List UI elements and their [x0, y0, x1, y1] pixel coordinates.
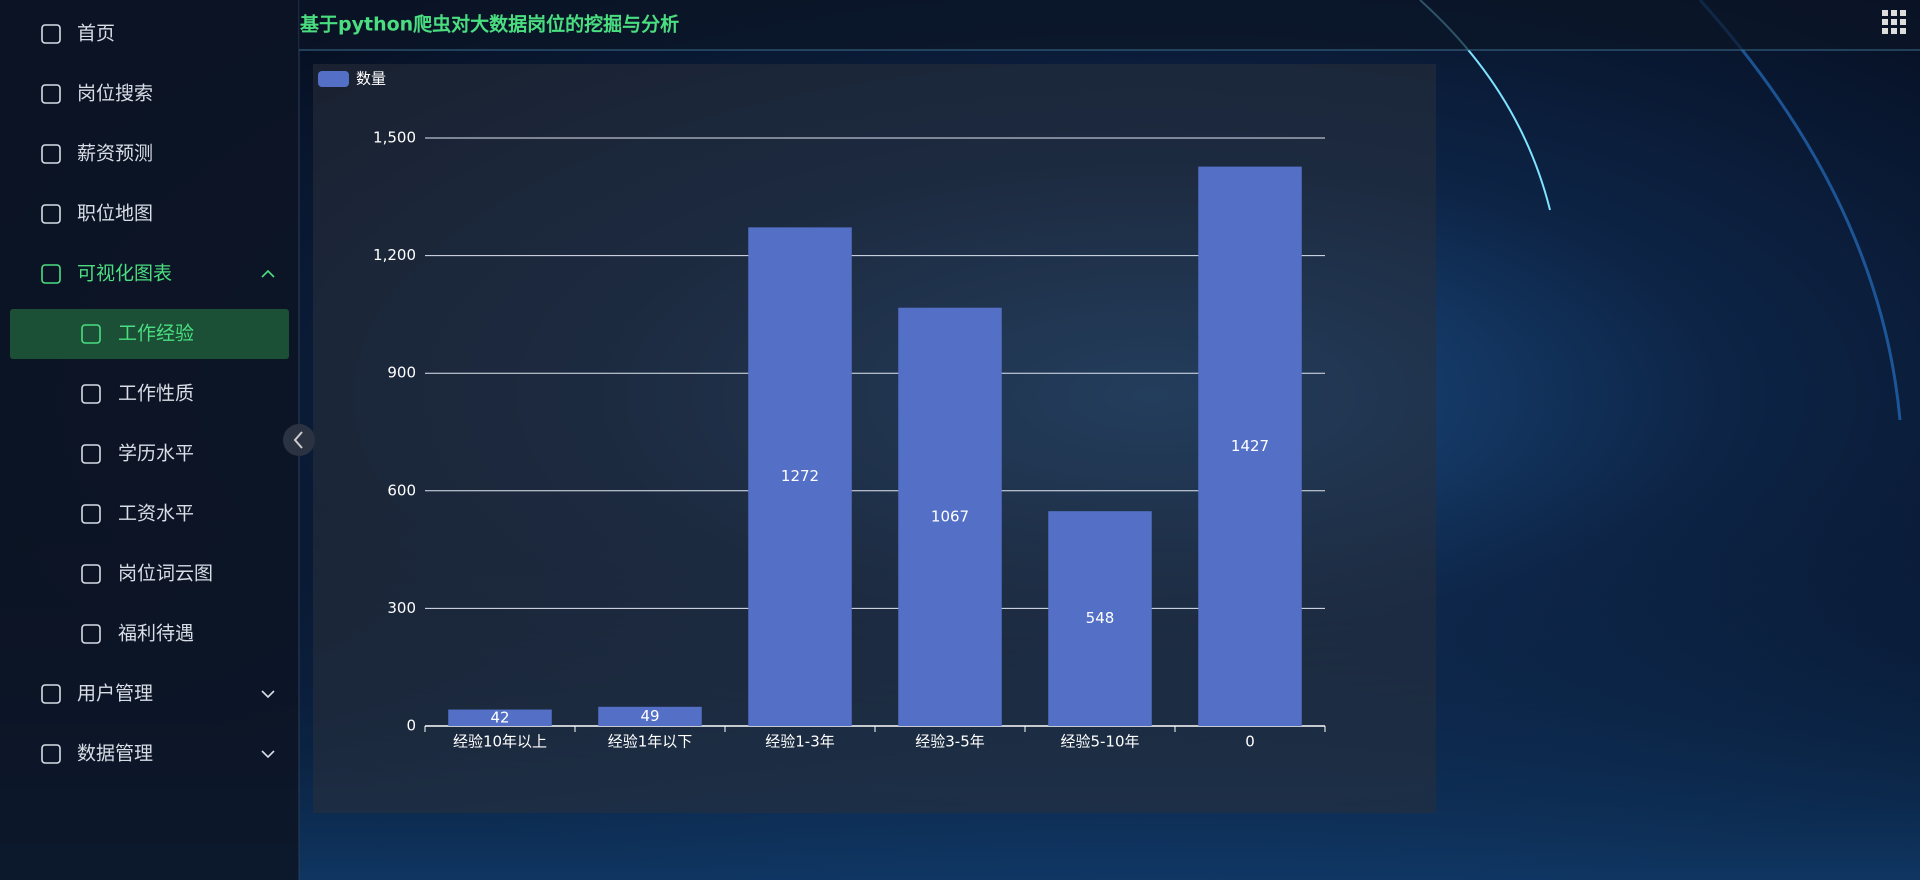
menu-icon: [41, 24, 61, 44]
menu-label: 工资水平: [118, 503, 194, 525]
bar-value-label: 42: [490, 708, 509, 726]
bar-value-label: 1067: [931, 507, 969, 525]
legend-label: 数量: [356, 70, 386, 88]
menu-item[interactable]: 岗位词云图: [81, 563, 213, 585]
menu-label: 可视化图表: [77, 263, 172, 285]
menu-item[interactable]: 数据管理: [41, 743, 275, 765]
menu-label: 工作性质: [118, 383, 194, 405]
y-tick-label: 1,500: [373, 129, 416, 147]
menu-icon: [41, 204, 61, 224]
menu-icon: [81, 504, 101, 524]
menu-icon: [41, 684, 61, 704]
menu-label: 工作经验: [118, 323, 194, 345]
menu-item[interactable]: 工作经验: [10, 309, 289, 359]
y-tick-label: 1,200: [373, 246, 416, 264]
menu-label: 薪资预测: [77, 143, 153, 165]
bar-value-label: 1272: [781, 467, 819, 485]
chevron: [261, 269, 275, 278]
menu-icon: [81, 384, 101, 404]
menu-icon: [41, 264, 61, 284]
menu-icon: [81, 444, 101, 464]
menu-item[interactable]: 工资水平: [81, 503, 194, 525]
y-tick-label: 600: [387, 481, 416, 499]
y-tick-label: 900: [387, 364, 416, 382]
chevron: [261, 690, 275, 699]
page-title: 基于python爬虫对大数据岗位的挖掘与分析: [299, 13, 679, 36]
bar: [448, 709, 552, 726]
menu-item[interactable]: 职位地图: [41, 203, 153, 225]
menu-label: 数据管理: [77, 743, 153, 765]
x-tick-label: 经验1-3年: [765, 733, 835, 751]
menu-label: 职位地图: [77, 203, 153, 225]
menu-label: 首页: [77, 23, 115, 45]
x-tick-label: 经验3-5年: [915, 733, 985, 751]
menu-item-highlight: [10, 309, 289, 359]
menu-label: 学历水平: [118, 443, 194, 465]
bar: [748, 227, 852, 726]
sidebar: [0, 0, 299, 880]
menu-item[interactable]: 用户管理: [41, 683, 275, 705]
menu-icon: [41, 144, 61, 164]
bar: [598, 706, 702, 726]
menu-item[interactable]: 福利待遇: [81, 623, 194, 645]
menu-label: 岗位词云图: [118, 563, 213, 585]
legend-swatch: [318, 71, 349, 87]
menu-icon: [41, 84, 61, 104]
menu-icon: [81, 624, 101, 644]
x-tick-label: 经验5-10年: [1060, 733, 1139, 751]
menu-label: 用户管理: [77, 683, 153, 705]
menu-item[interactable]: 薪资预测: [41, 143, 153, 165]
menu-item[interactable]: 可视化图表: [41, 263, 275, 285]
y-tick-label: 300: [387, 599, 416, 617]
collapse-button[interactable]: [283, 424, 315, 456]
bar: [898, 307, 1002, 726]
x-tick-label: 经验10年以上: [453, 733, 547, 751]
y-tick-label: 0: [406, 717, 416, 735]
bar-value-label: 548: [1086, 609, 1115, 627]
menu-item[interactable]: 首页: [41, 23, 115, 45]
menu-item[interactable]: 工作性质: [81, 383, 194, 405]
bar: [1198, 166, 1302, 727]
x-tick-label: 0: [1245, 733, 1255, 751]
menu-label: 福利待遇: [118, 623, 194, 645]
menu-icon: [81, 324, 101, 344]
menu-item[interactable]: 学历水平: [81, 443, 194, 465]
apps-icon[interactable]: [1882, 10, 1906, 34]
bar: [1048, 511, 1152, 726]
menu-icon: [41, 744, 61, 764]
background-arc: [1698, 0, 1902, 421]
menu-icon: [81, 564, 101, 584]
menu-label: 岗位搜索: [77, 83, 153, 105]
header: [299, 0, 1920, 50]
bar-value-label: 1427: [1231, 437, 1269, 455]
bar-value-label: 49: [640, 707, 659, 725]
chevron: [261, 750, 275, 759]
x-tick-label: 经验1年以下: [608, 733, 693, 751]
menu-item[interactable]: 岗位搜索: [41, 83, 153, 105]
